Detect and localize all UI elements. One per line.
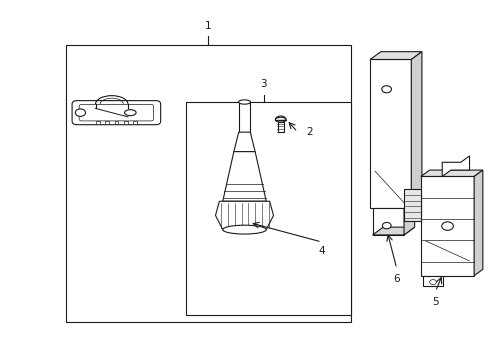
Bar [114, 121, 118, 124]
Bar [372, 208, 403, 235]
Ellipse shape [275, 117, 285, 122]
Polygon shape [473, 170, 482, 276]
Text: 4: 4 [318, 246, 325, 256]
Text: 3: 3 [260, 79, 266, 89]
Polygon shape [223, 152, 265, 201]
Text: 1: 1 [204, 21, 211, 31]
Circle shape [381, 86, 391, 93]
Bar [96, 121, 100, 124]
Ellipse shape [238, 100, 250, 104]
Bar [133, 121, 137, 124]
Polygon shape [238, 102, 250, 134]
FancyBboxPatch shape [72, 100, 161, 125]
Bar [403, 189, 420, 221]
Polygon shape [420, 170, 482, 176]
Text: 6: 6 [393, 274, 399, 284]
Polygon shape [233, 132, 255, 152]
Polygon shape [372, 227, 414, 235]
Bar [420, 176, 473, 276]
Polygon shape [215, 201, 273, 230]
Polygon shape [369, 52, 421, 59]
Ellipse shape [223, 225, 265, 234]
Bar [277, 122, 283, 132]
Bar [123, 121, 127, 124]
Bar [65, 45, 350, 322]
Bar [105, 121, 109, 124]
Circle shape [75, 109, 85, 116]
Polygon shape [403, 201, 414, 235]
Circle shape [382, 222, 390, 229]
Bar [369, 59, 410, 208]
Ellipse shape [124, 110, 136, 116]
Polygon shape [410, 52, 421, 208]
Circle shape [441, 222, 452, 230]
Bar [186, 102, 350, 315]
Bar [423, 276, 442, 286]
Text: 5: 5 [431, 297, 438, 307]
Circle shape [429, 280, 435, 284]
Text: 2: 2 [306, 127, 312, 137]
Polygon shape [441, 156, 468, 176]
